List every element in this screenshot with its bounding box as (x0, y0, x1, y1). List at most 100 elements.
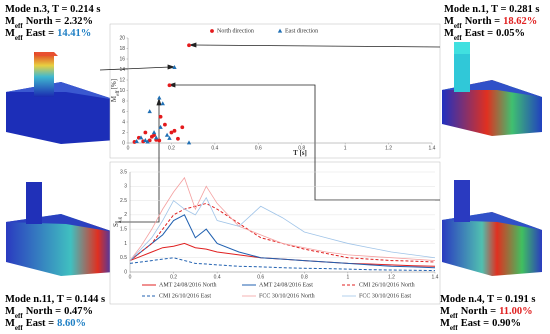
legend-label: East direction (285, 28, 318, 34)
series-line (129, 242, 436, 267)
x-tick-label: 0.8 (301, 274, 308, 280)
east-point (160, 101, 165, 106)
mode-row: Meff North = 2.32% (5, 16, 93, 30)
value: 2.32% (64, 16, 93, 27)
x-tick-label: 0.2 (168, 145, 175, 151)
north-point (167, 83, 172, 88)
y-tick-label: 0.5 (120, 255, 127, 261)
x-tick-label: 1.2 (385, 145, 392, 151)
north-point (180, 125, 185, 130)
east-point (164, 132, 170, 137)
building-mode-4 (442, 180, 542, 276)
scatter-frame (109, 23, 441, 159)
north-point (169, 130, 174, 135)
legend-label: CMI 26/10/2016 East (159, 293, 211, 299)
x-tick-label: 0.6 (255, 145, 262, 151)
legend-label: FCC 30/10/2016 North (259, 293, 315, 299)
direction: North = (465, 16, 500, 27)
direction: East = (465, 28, 493, 39)
symbol: M (5, 16, 15, 27)
north-point (147, 138, 152, 143)
east-point (151, 130, 157, 135)
symbol: M (444, 28, 454, 39)
value: 0.90% (492, 318, 521, 329)
east-point (157, 95, 162, 100)
mode-row: Meff North = 18.62% (444, 16, 537, 30)
value: 11.00% (499, 306, 533, 317)
y-tick-label: 1 (124, 241, 127, 247)
direction: North = (26, 16, 61, 27)
y-tick-label: 10 (119, 88, 125, 94)
y-label-main: M (110, 95, 118, 102)
y-tick-label: 12 (119, 77, 125, 83)
y-tick-label: 18 (119, 46, 125, 52)
x-tick-label: 1.2 (388, 274, 395, 280)
value: 14.41% (57, 28, 91, 39)
symbol: M (440, 318, 450, 329)
east-point (186, 140, 192, 145)
legend-label: AMT 24/08/2016 North (159, 282, 217, 288)
east-point (154, 135, 159, 140)
direction: North = (461, 306, 496, 317)
x-tick-label: 0.4 (214, 274, 221, 280)
north-point (163, 122, 167, 127)
y-tick-label: 2 (124, 212, 127, 218)
arrows (99, 42, 441, 223)
east-point (143, 137, 148, 142)
mode-row: Meff East = 14.41% (5, 28, 91, 42)
y-tick-label: 6 (122, 109, 125, 115)
east-point (172, 64, 177, 69)
subscript: eff (15, 324, 23, 332)
legend-label: CMI 26/10/2016 North (359, 282, 415, 288)
east-point (167, 135, 172, 140)
mode-title: Mode n.1, T = 0.281 s (444, 4, 539, 15)
y-tick-label: 1.5 (120, 226, 127, 232)
north-point (143, 130, 148, 135)
y-axis-label: Meff[%] (110, 79, 121, 102)
series-line (129, 196, 436, 261)
subscript: eff (15, 312, 23, 320)
x-axis-label: T [s] (293, 149, 307, 157)
mode-row: Meff North = 0.47% (5, 306, 93, 320)
y-tick-label: 0 (124, 269, 127, 275)
east-point (134, 139, 139, 144)
north-point (158, 114, 163, 119)
direction: East = (26, 318, 54, 329)
value: 0.47% (64, 306, 93, 317)
legend-label: AMT 24/08/2016 East (259, 282, 313, 288)
y-label-unit: [%] (110, 79, 118, 90)
direction: North = (26, 306, 61, 317)
mode-row: Meff East = 8.60% (5, 318, 86, 332)
mode-row: Meff North = 11.00% (440, 306, 533, 320)
x-tick-label: 0.2 (170, 274, 177, 280)
y-label-sub: eff (116, 90, 121, 96)
legend-marker (210, 29, 214, 33)
x-tick-label: 0.8 (298, 145, 305, 151)
subscript: eff (450, 324, 458, 332)
x-tick-label: 1 (344, 145, 347, 151)
series-line (129, 202, 436, 263)
symbol: M (5, 306, 15, 317)
direction: East = (26, 28, 54, 39)
mode-title: Mode n.11, T = 0.144 s (5, 294, 105, 305)
value: 8.60% (57, 318, 86, 329)
east-point (138, 135, 144, 140)
y-tick-label: 8 (122, 98, 125, 104)
mode-row: Meff East = 0.90% (440, 318, 521, 332)
y-label-main: S (112, 223, 120, 227)
x-tick-label: 1.4 (432, 274, 439, 280)
series-line (129, 257, 436, 272)
y-tick-label: 4 (122, 119, 125, 125)
value: 18.62% (503, 16, 537, 27)
y-tick-label: 2 (122, 130, 125, 136)
x-tick-label: 0.4 (211, 145, 218, 151)
line-frame (109, 161, 441, 305)
symbol: M (5, 28, 15, 39)
building-mode-3 (6, 52, 116, 144)
symbol: M (440, 306, 450, 317)
north-point (172, 128, 177, 133)
series-line (129, 214, 436, 269)
east-point (147, 109, 152, 114)
